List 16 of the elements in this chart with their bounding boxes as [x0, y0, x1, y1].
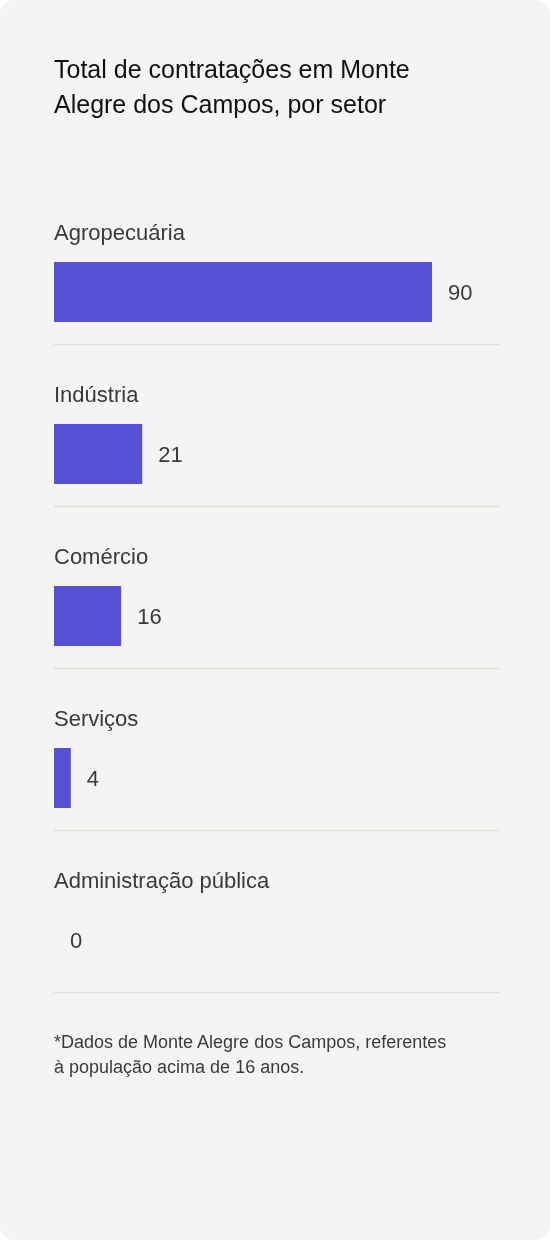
chart-title: Total de contratações em Monte Alegre dos Campos, por setor [54, 55, 410, 118]
data-label: 16 [137, 604, 162, 629]
y-tick-label: Serviços [54, 706, 139, 731]
text: *Dados de Monte Alegre dos Campos, referentes à população acima de 16 anos. [54, 1032, 447, 1077]
data-label: 21 [158, 442, 183, 467]
y-tick-label: Agropecuária [54, 220, 186, 245]
bar [54, 262, 432, 322]
bar [54, 586, 122, 646]
data-label: 0 [70, 928, 83, 953]
y-tick-label: Indústria [54, 382, 140, 407]
data-label: 4 [86, 766, 100, 791]
data-label: 90 [448, 280, 473, 305]
y-tick-label: Comércio [54, 544, 149, 569]
y-tick-label: Administração pública [54, 868, 270, 893]
bar [54, 424, 143, 484]
bar [54, 748, 71, 808]
